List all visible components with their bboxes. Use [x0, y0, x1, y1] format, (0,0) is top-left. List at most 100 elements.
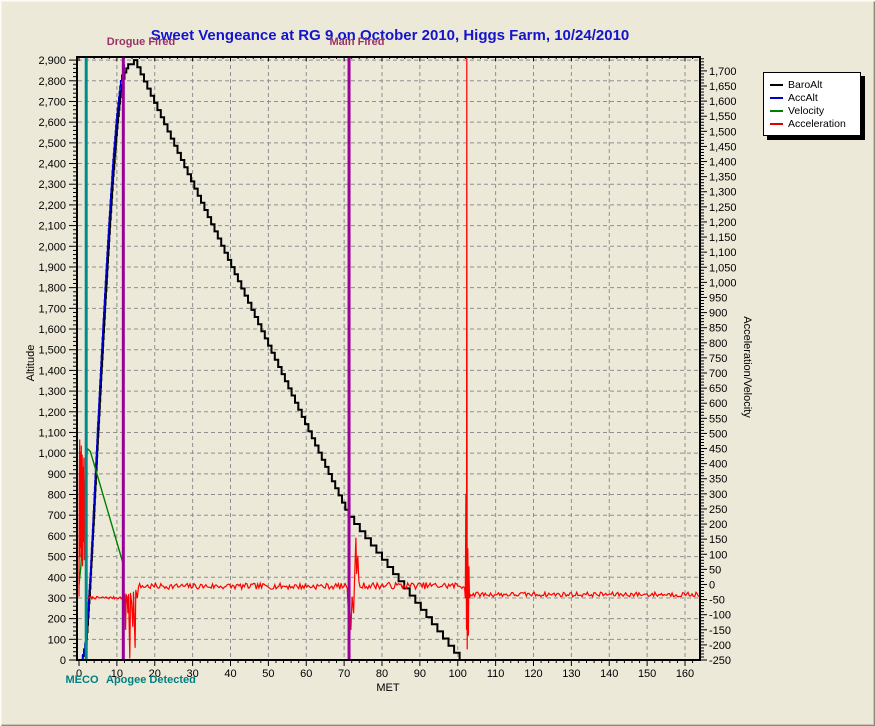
svg-text:-150: -150 [709, 625, 731, 637]
svg-text:1,000: 1,000 [38, 448, 66, 460]
x-axis-title: MET [376, 682, 400, 694]
svg-text:110: 110 [487, 668, 505, 680]
right-axis-title: Acceleration/Velocity [741, 316, 753, 418]
legend-label-velocity: Velocity [788, 104, 825, 117]
drogue-fired-annotation: Drogue Fired [106, 36, 176, 48]
svg-text:200: 200 [709, 519, 727, 531]
svg-text:1,050: 1,050 [709, 262, 737, 274]
svg-text:10: 10 [111, 668, 123, 680]
svg-text:2,800: 2,800 [38, 76, 66, 88]
svg-text:900: 900 [48, 469, 66, 481]
svg-text:350: 350 [709, 474, 727, 486]
svg-text:2,200: 2,200 [38, 200, 66, 212]
svg-text:0: 0 [60, 655, 66, 667]
axis-tick-labels: 0 10 20 30 40 50 60 70 80 90 100 110 120 130 140 150 160… [38, 55, 736, 680]
svg-text:1,600: 1,600 [709, 96, 737, 108]
svg-text:1,500: 1,500 [38, 345, 66, 357]
svg-text:1,200: 1,200 [38, 407, 66, 419]
svg-text:1,250: 1,250 [709, 202, 737, 214]
svg-text:20: 20 [149, 668, 161, 680]
svg-text:-200: -200 [709, 640, 731, 652]
svg-text:600: 600 [709, 398, 727, 410]
svg-text:550: 550 [709, 413, 727, 425]
svg-text:-100: -100 [709, 610, 731, 622]
svg-text:1,000: 1,000 [709, 277, 737, 289]
svg-text:200: 200 [48, 614, 66, 626]
svg-text:100: 100 [48, 634, 66, 646]
svg-text:1,700: 1,700 [38, 303, 66, 315]
svg-text:700: 700 [709, 368, 727, 380]
svg-text:300: 300 [48, 593, 66, 605]
legend-item-accalt: AccAlt [770, 91, 854, 104]
svg-text:250: 250 [709, 504, 727, 516]
svg-text:80: 80 [376, 668, 388, 680]
svg-text:-50: -50 [709, 595, 725, 607]
baroalt-line-swatch [770, 83, 783, 86]
svg-text:130: 130 [562, 668, 580, 680]
svg-text:1,400: 1,400 [709, 157, 737, 169]
series-accalt [82, 64, 125, 659]
svg-text:-250: -250 [709, 655, 731, 667]
svg-text:1,900: 1,900 [38, 262, 66, 274]
svg-text:1,500: 1,500 [709, 126, 737, 138]
main-fired-annotation: Main Fired [329, 36, 385, 48]
svg-text:0: 0 [709, 579, 715, 591]
svg-text:1,300: 1,300 [709, 187, 737, 199]
svg-text:150: 150 [638, 668, 656, 680]
svg-text:0: 0 [76, 668, 82, 680]
svg-text:700: 700 [48, 510, 66, 522]
svg-text:30: 30 [187, 668, 199, 680]
svg-text:2,100: 2,100 [38, 221, 66, 233]
meco-annotation: MECO [65, 674, 99, 686]
gridlines [78, 58, 699, 659]
velocity-line-swatch [770, 109, 783, 112]
svg-text:2,900: 2,900 [38, 55, 66, 67]
svg-text:2,000: 2,000 [38, 241, 66, 253]
acceleration-line-swatch [770, 122, 783, 125]
svg-text:1,450: 1,450 [709, 141, 737, 153]
series-baroalt [79, 59, 699, 659]
svg-text:800: 800 [709, 338, 727, 350]
legend: BaroAlt AccAlt Velocity Acceleration [763, 72, 861, 136]
svg-text:450: 450 [709, 444, 727, 456]
svg-text:1,650: 1,650 [709, 81, 737, 93]
svg-text:950: 950 [709, 292, 727, 304]
svg-text:2,500: 2,500 [38, 138, 66, 150]
svg-text:120: 120 [524, 668, 542, 680]
svg-text:1,600: 1,600 [38, 324, 66, 336]
legend-label-accalt: AccAlt [788, 91, 818, 104]
svg-text:1,300: 1,300 [38, 386, 66, 398]
legend-item-baroalt: BaroAlt [770, 78, 854, 91]
svg-text:650: 650 [709, 383, 727, 395]
svg-text:50: 50 [262, 668, 274, 680]
svg-text:300: 300 [709, 489, 727, 501]
svg-text:1,400: 1,400 [38, 365, 66, 377]
svg-text:160: 160 [676, 668, 694, 680]
svg-text:1,550: 1,550 [709, 111, 737, 123]
event-lines [84, 58, 351, 659]
svg-text:400: 400 [709, 459, 727, 471]
accalt-line-swatch [770, 96, 783, 99]
series-group [78, 58, 699, 659]
svg-text:400: 400 [48, 572, 66, 584]
svg-text:2,700: 2,700 [38, 96, 66, 108]
svg-text:500: 500 [709, 428, 727, 440]
chart-title: Sweet Vengeance at RG 9 on October 2010,… [150, 27, 630, 44]
legend-item-velocity: Velocity [770, 104, 854, 117]
left-axis-title: Altitude [25, 344, 37, 382]
svg-text:2,400: 2,400 [38, 159, 66, 171]
svg-text:150: 150 [709, 534, 727, 546]
svg-text:600: 600 [48, 531, 66, 543]
svg-text:1,200: 1,200 [709, 217, 737, 229]
svg-text:100: 100 [449, 668, 467, 680]
svg-text:1,150: 1,150 [709, 232, 737, 244]
axis-ticks [69, 57, 707, 666]
svg-text:750: 750 [709, 353, 727, 365]
legend-label-baroalt: BaroAlt [788, 78, 823, 91]
svg-text:1,100: 1,100 [709, 247, 737, 259]
svg-text:2,600: 2,600 [38, 117, 66, 129]
legend-item-acceleration: Acceleration [770, 117, 854, 130]
svg-text:1,350: 1,350 [709, 172, 737, 184]
